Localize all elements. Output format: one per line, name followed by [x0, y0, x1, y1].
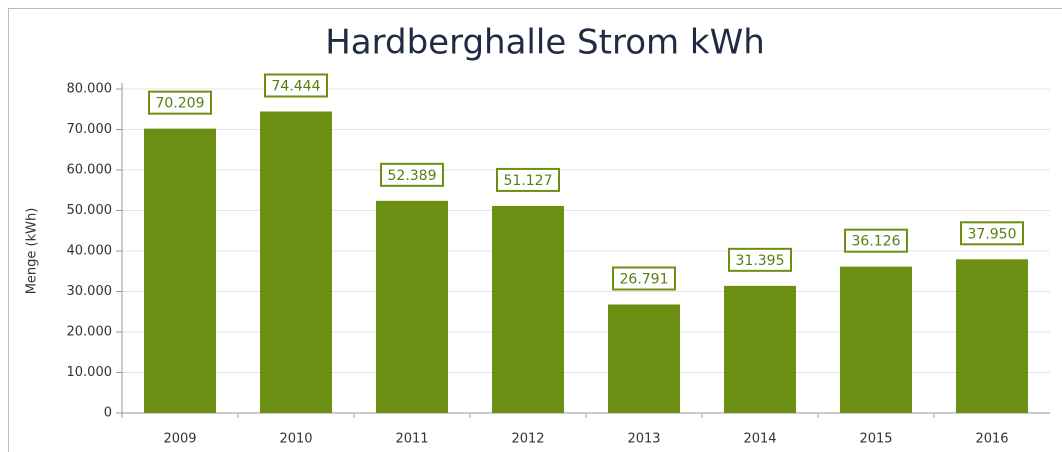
- bar: [376, 200, 448, 413]
- bar: [724, 285, 796, 413]
- value-label: 51.127: [504, 173, 553, 189]
- value-label-box: [844, 228, 908, 253]
- y-tick-label: 40.000: [67, 244, 113, 259]
- bar: [840, 266, 912, 413]
- chart-title: Hardberghalle Strom kWh: [325, 23, 765, 63]
- value-label: 70.209: [156, 96, 205, 112]
- value-label-box: [148, 90, 212, 115]
- x-tick-label: 2011: [395, 432, 428, 447]
- y-tick-label: 30.000: [67, 284, 113, 299]
- value-label: 26.791: [620, 271, 669, 287]
- x-tick-label: 2012: [511, 432, 544, 447]
- y-axis-label: Menge (kWh): [25, 208, 40, 295]
- y-tick-label: 0: [104, 406, 112, 421]
- value-label-box: [496, 167, 560, 192]
- bar: [956, 259, 1028, 413]
- bar: [144, 128, 216, 413]
- value-label-box: [728, 247, 792, 272]
- y-tick-label: 50.000: [67, 203, 113, 218]
- x-tick-label: 2009: [163, 432, 196, 447]
- value-label: 74.444: [272, 79, 321, 95]
- value-label-box: [264, 73, 328, 98]
- value-label-box: [612, 266, 676, 291]
- y-tick-label: 20.000: [67, 325, 113, 340]
- value-label-box: [380, 162, 444, 187]
- value-label: 37.950: [968, 226, 1017, 242]
- value-label: 36.126: [852, 234, 901, 250]
- x-tick-label: 2010: [279, 432, 312, 447]
- x-tick-label: 2013: [627, 432, 660, 447]
- x-tick-label: 2014: [743, 432, 776, 447]
- y-tick-label: 60.000: [67, 163, 113, 178]
- value-label: 52.389: [388, 168, 437, 184]
- x-tick-label: 2016: [975, 432, 1008, 447]
- value-label-box: [960, 221, 1024, 246]
- bar: [608, 304, 680, 413]
- bar: [260, 111, 332, 413]
- bar: [492, 205, 564, 413]
- y-tick-label: 80.000: [67, 82, 113, 97]
- y-tick-label: 10.000: [67, 365, 113, 380]
- y-tick-label: 70.000: [67, 122, 113, 137]
- x-tick-label: 2015: [859, 432, 892, 447]
- value-label: 31.395: [736, 253, 785, 269]
